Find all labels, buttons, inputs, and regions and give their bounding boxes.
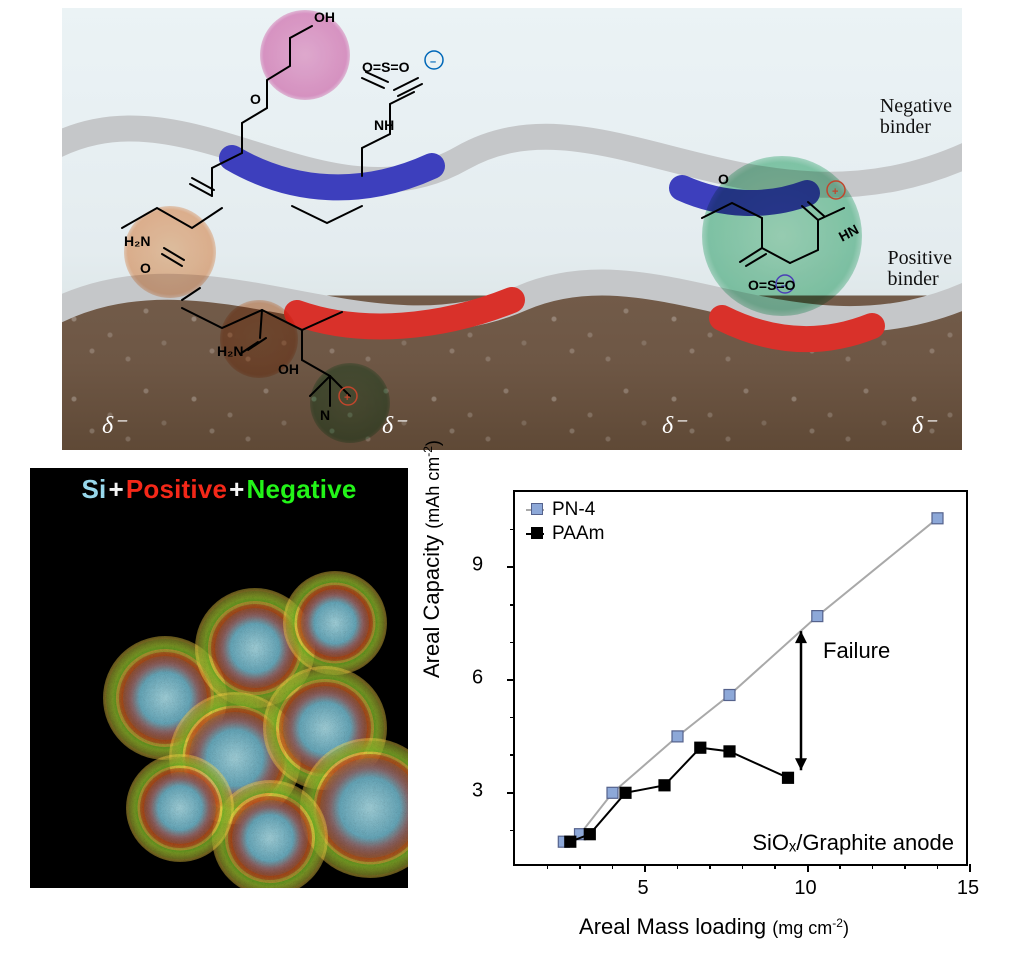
legend-pn4: PN-4	[552, 499, 595, 521]
swatch-pn4	[526, 501, 544, 519]
delta-4: δ⁻	[912, 411, 936, 440]
neg-l2: binder	[880, 116, 931, 138]
circle-orange-1	[124, 206, 216, 298]
label-positive-binder: Positive binder	[888, 248, 952, 290]
xtick-label: 5	[637, 877, 648, 900]
delta-1: δ⁻	[102, 411, 126, 440]
legend-row-pn4: PN-4	[526, 498, 604, 522]
ylabel-close: )	[423, 440, 443, 446]
pos-l2: binder	[888, 268, 939, 290]
xlabel-unit: (mg cm	[772, 918, 832, 938]
ytick-label: 3	[472, 779, 483, 802]
plot-area	[513, 490, 968, 866]
label-negative-binder: Negative binder	[880, 96, 952, 138]
xlabel-close: )	[843, 918, 849, 938]
xtick-label: 15	[957, 877, 979, 900]
ann-anode: SiOₓ/Graphite anode	[752, 830, 954, 856]
microscopy-panel: Si+Positive+Negative	[30, 468, 408, 888]
ylabel-sup: -2	[421, 446, 435, 457]
schematic-panel: – + – + OH O O=S=O NH H₂N O H₂N OH N O O…	[62, 8, 962, 450]
x-axis-label: Areal Mass loading (mg cm-2)	[428, 914, 1000, 940]
ytick-label: 9	[472, 554, 483, 577]
xlabel-main: Areal Mass loading	[579, 914, 766, 939]
microscopy-render	[30, 468, 408, 888]
xlabel-sup: -2	[832, 916, 843, 930]
neg-l1: Negative	[880, 95, 952, 117]
legend: PN-4 PAAm	[526, 498, 604, 546]
circle-pink	[260, 10, 350, 100]
delta-3: δ⁻	[662, 411, 686, 440]
circle-green-big	[702, 156, 862, 316]
ytick-label: 6	[472, 667, 483, 690]
swatch-paam	[526, 525, 544, 543]
legend-row-paam: PAAm	[526, 522, 604, 546]
pos-l1: Positive	[888, 247, 952, 269]
ylabel-main: Areal Capacity	[419, 535, 444, 678]
ylabel-unit: (mAh cm	[423, 457, 443, 529]
circle-green-small	[310, 363, 390, 443]
chart-panel: Areal Capacity (mAh cm-2) Areal Mass loa…	[428, 468, 1000, 948]
xtick-label: 10	[794, 877, 816, 900]
ann-failure: Failure	[823, 638, 890, 664]
legend-paam: PAAm	[552, 523, 604, 545]
plot-svg	[515, 492, 970, 868]
y-axis-label: Areal Capacity (mAh cm-2)	[419, 440, 445, 678]
delta-2: δ⁻	[382, 411, 406, 440]
circle-orange-2	[220, 300, 298, 378]
